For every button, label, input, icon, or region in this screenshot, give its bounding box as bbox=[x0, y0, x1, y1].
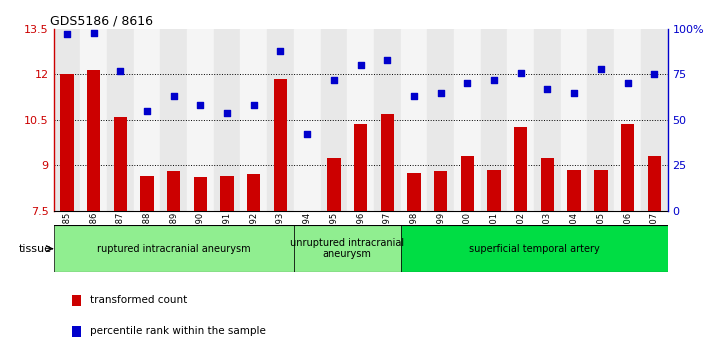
Bar bbox=[648, 156, 661, 211]
Point bbox=[381, 57, 393, 63]
Bar bbox=[134, 29, 161, 211]
Bar bbox=[72, 326, 81, 337]
Bar bbox=[72, 295, 81, 306]
Point bbox=[595, 66, 607, 72]
Point bbox=[515, 70, 526, 76]
Bar bbox=[141, 176, 154, 211]
Bar bbox=[54, 29, 80, 211]
Bar bbox=[568, 170, 580, 211]
Bar bbox=[381, 114, 394, 211]
Point bbox=[114, 68, 126, 74]
Point bbox=[141, 108, 153, 114]
Bar bbox=[401, 29, 427, 211]
Point bbox=[355, 62, 366, 68]
Point bbox=[195, 102, 206, 108]
Point bbox=[622, 81, 633, 86]
Point bbox=[168, 93, 179, 99]
Bar bbox=[560, 29, 588, 211]
Bar bbox=[187, 29, 213, 211]
Point bbox=[462, 81, 473, 86]
Bar bbox=[540, 158, 554, 211]
Bar bbox=[588, 29, 614, 211]
Bar bbox=[374, 29, 401, 211]
Bar bbox=[87, 70, 100, 211]
Bar bbox=[594, 170, 608, 211]
Bar bbox=[434, 171, 448, 211]
Text: tissue: tissue bbox=[19, 244, 52, 254]
Bar bbox=[508, 29, 534, 211]
Point bbox=[488, 77, 500, 83]
Bar bbox=[221, 176, 233, 211]
Bar bbox=[347, 29, 374, 211]
Text: superficial temporal artery: superficial temporal artery bbox=[468, 244, 600, 254]
Text: unruptured intracranial
aneurysm: unruptured intracranial aneurysm bbox=[290, 238, 404, 260]
Bar bbox=[167, 171, 181, 211]
Bar bbox=[354, 125, 367, 211]
Text: ruptured intracranial aneurysm: ruptured intracranial aneurysm bbox=[97, 244, 251, 254]
Bar bbox=[107, 29, 134, 211]
Bar bbox=[193, 177, 207, 211]
Bar bbox=[461, 156, 474, 211]
Bar bbox=[213, 29, 241, 211]
Bar bbox=[534, 29, 560, 211]
Bar bbox=[401, 225, 668, 272]
Bar bbox=[241, 29, 267, 211]
Bar bbox=[514, 127, 528, 211]
Bar bbox=[267, 29, 294, 211]
Bar bbox=[641, 29, 668, 211]
Bar bbox=[247, 174, 261, 211]
Bar bbox=[321, 29, 347, 211]
Point bbox=[328, 77, 340, 83]
Point bbox=[61, 32, 73, 37]
Point bbox=[301, 131, 313, 137]
Point bbox=[248, 102, 259, 108]
Bar bbox=[294, 225, 401, 272]
Text: percentile rank within the sample: percentile rank within the sample bbox=[91, 326, 266, 337]
Bar bbox=[327, 158, 341, 211]
Bar bbox=[454, 29, 481, 211]
Bar bbox=[427, 29, 454, 211]
Bar bbox=[114, 117, 127, 211]
Bar bbox=[60, 74, 74, 211]
Bar bbox=[621, 125, 634, 211]
Bar bbox=[161, 29, 187, 211]
Bar bbox=[407, 173, 421, 211]
Bar bbox=[294, 29, 321, 211]
Bar bbox=[614, 29, 641, 211]
Point bbox=[435, 90, 446, 95]
Bar bbox=[54, 225, 294, 272]
Point bbox=[221, 110, 233, 115]
Point bbox=[408, 93, 420, 99]
Bar bbox=[488, 170, 501, 211]
Bar bbox=[481, 29, 508, 211]
Text: transformed count: transformed count bbox=[91, 295, 188, 305]
Point bbox=[88, 30, 99, 36]
Point bbox=[275, 48, 286, 54]
Point bbox=[542, 86, 553, 92]
Bar bbox=[80, 29, 107, 211]
Point bbox=[568, 90, 580, 95]
Bar bbox=[273, 79, 287, 211]
Text: GDS5186 / 8616: GDS5186 / 8616 bbox=[51, 15, 154, 28]
Point bbox=[648, 72, 660, 77]
